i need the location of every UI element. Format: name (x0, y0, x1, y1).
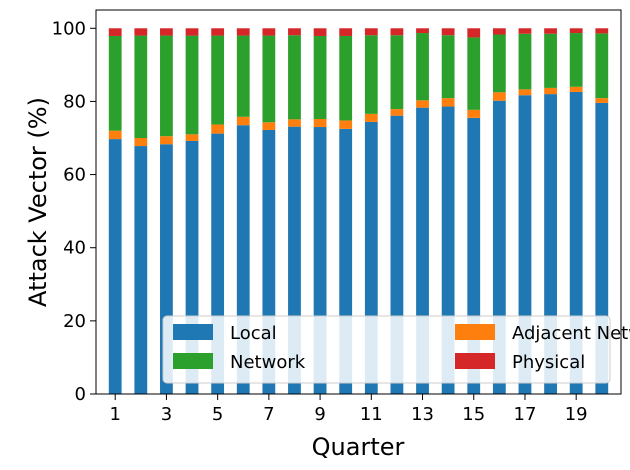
bar-adjacent-network-q8 (288, 119, 301, 127)
legend-label-physical: Physical (512, 352, 585, 373)
bar-network-q1 (108, 35, 122, 131)
bar-adjacent-network-q15 (467, 109, 481, 118)
x-tick-label: 5 (212, 404, 223, 425)
bar-adjacent-network-q9 (313, 118, 327, 128)
bar-physical-q6 (236, 28, 250, 36)
bar-network-q15 (467, 37, 481, 110)
y-tick-label: 40 (63, 238, 86, 259)
bar-physical-q3 (160, 28, 173, 36)
y-axis-title: Attack Vector (%) (24, 97, 52, 307)
bar-adjacent-network-q5 (211, 124, 225, 134)
bar-adjacent-network-q16 (492, 92, 506, 101)
bar-physical-q12 (390, 28, 404, 36)
bar-network-q17 (518, 33, 532, 90)
legend-swatch-adjacent-network (455, 324, 495, 340)
bar-physical-q2 (134, 28, 148, 36)
legend: Local Adjacent Network Network Physical (162, 315, 630, 384)
bar-adjacent-network-q17 (518, 89, 532, 96)
legend-box (162, 315, 611, 384)
bar-physical-q13 (416, 28, 429, 34)
bar-adjacent-network-q13 (416, 100, 429, 108)
bar-network-q5 (211, 35, 225, 125)
x-tick-label: 19 (565, 404, 588, 425)
legend-swatch-physical (455, 353, 495, 369)
bar-physical-q11 (364, 28, 378, 36)
bar-network-q8 (288, 35, 301, 120)
y-axis: 0 20 40 60 80 100 (52, 18, 96, 405)
bar-network-q10 (339, 35, 353, 121)
bar-physical-q4 (185, 28, 199, 36)
x-tick-label: 11 (360, 404, 383, 425)
bar-adjacent-network-q14 (441, 98, 455, 107)
bar-physical-q14 (441, 28, 455, 36)
bar-physical-q10 (339, 28, 353, 36)
bar-local-q2 (134, 146, 148, 394)
bar-physical-q18 (544, 28, 557, 34)
x-tick-label: 15 (462, 404, 485, 425)
legend-label-network: Network (230, 352, 306, 373)
bar-network-q16 (492, 34, 506, 93)
bar-physical-q16 (492, 28, 506, 35)
bar-adjacent-network-q6 (236, 116, 250, 126)
bar-network-q7 (262, 35, 276, 123)
plot-frame (95, 9, 622, 395)
y-tick-label: 100 (52, 18, 86, 39)
bar-network-q2 (134, 35, 148, 138)
bar-adjacent-network-q12 (390, 109, 404, 116)
x-tick-label: 13 (411, 404, 434, 425)
bar-network-q18 (544, 33, 557, 88)
y-tick-label: 0 (75, 384, 86, 405)
bar-network-q11 (364, 35, 378, 114)
legend-label-adjacent-network: Adjacent Network (512, 323, 630, 344)
y-tick-label: 20 (63, 311, 86, 332)
bar-physical-q17 (518, 28, 532, 34)
bar-physical-q19 (569, 28, 583, 34)
bar-adjacent-network-q2 (134, 138, 148, 147)
bar-network-q20 (595, 33, 609, 99)
x-axis: 1 3 5 7 9 11 13 15 17 19 (109, 394, 588, 425)
bar-adjacent-network-q1 (108, 130, 122, 140)
bar-network-q19 (569, 33, 583, 87)
bar-adjacent-network-q11 (364, 113, 378, 122)
legend-swatch-network (173, 353, 213, 369)
bar-network-q9 (313, 35, 327, 119)
bar-network-q4 (185, 35, 199, 135)
bar-physical-q20 (595, 28, 609, 34)
x-tick-label: 1 (109, 404, 120, 425)
x-tick-label: 7 (263, 404, 274, 425)
bar-network-q3 (160, 35, 173, 137)
x-axis-title: Quarter (312, 433, 405, 461)
bar-network-q13 (416, 33, 429, 101)
bar-physical-q5 (211, 28, 225, 36)
x-tick-label: 9 (314, 404, 325, 425)
bar-physical-q15 (467, 28, 481, 38)
bar-physical-q8 (288, 28, 301, 36)
bar-adjacent-network-q18 (544, 87, 557, 95)
bar-network-q12 (390, 35, 404, 110)
bar-adjacent-network-q20 (595, 98, 609, 103)
bar-adjacent-network-q7 (262, 122, 276, 130)
bar-adjacent-network-q3 (160, 136, 173, 145)
bar-adjacent-network-q10 (339, 120, 353, 129)
x-tick-label: 3 (161, 404, 172, 425)
y-tick-label: 60 (63, 165, 86, 186)
bar-network-q6 (236, 35, 250, 117)
legend-label-local: Local (230, 323, 277, 344)
bar-adjacent-network-q4 (185, 134, 199, 141)
bar-network-q14 (441, 35, 455, 99)
bar-physical-q7 (262, 28, 276, 36)
x-tick-label: 17 (514, 404, 537, 425)
bar-physical-q1 (108, 28, 122, 36)
legend-swatch-local (173, 324, 213, 340)
bar-physical-q9 (313, 28, 327, 36)
bar-adjacent-network-q19 (569, 86, 583, 92)
y-tick-label: 80 (63, 91, 86, 112)
bar-local-q1 (108, 139, 122, 394)
